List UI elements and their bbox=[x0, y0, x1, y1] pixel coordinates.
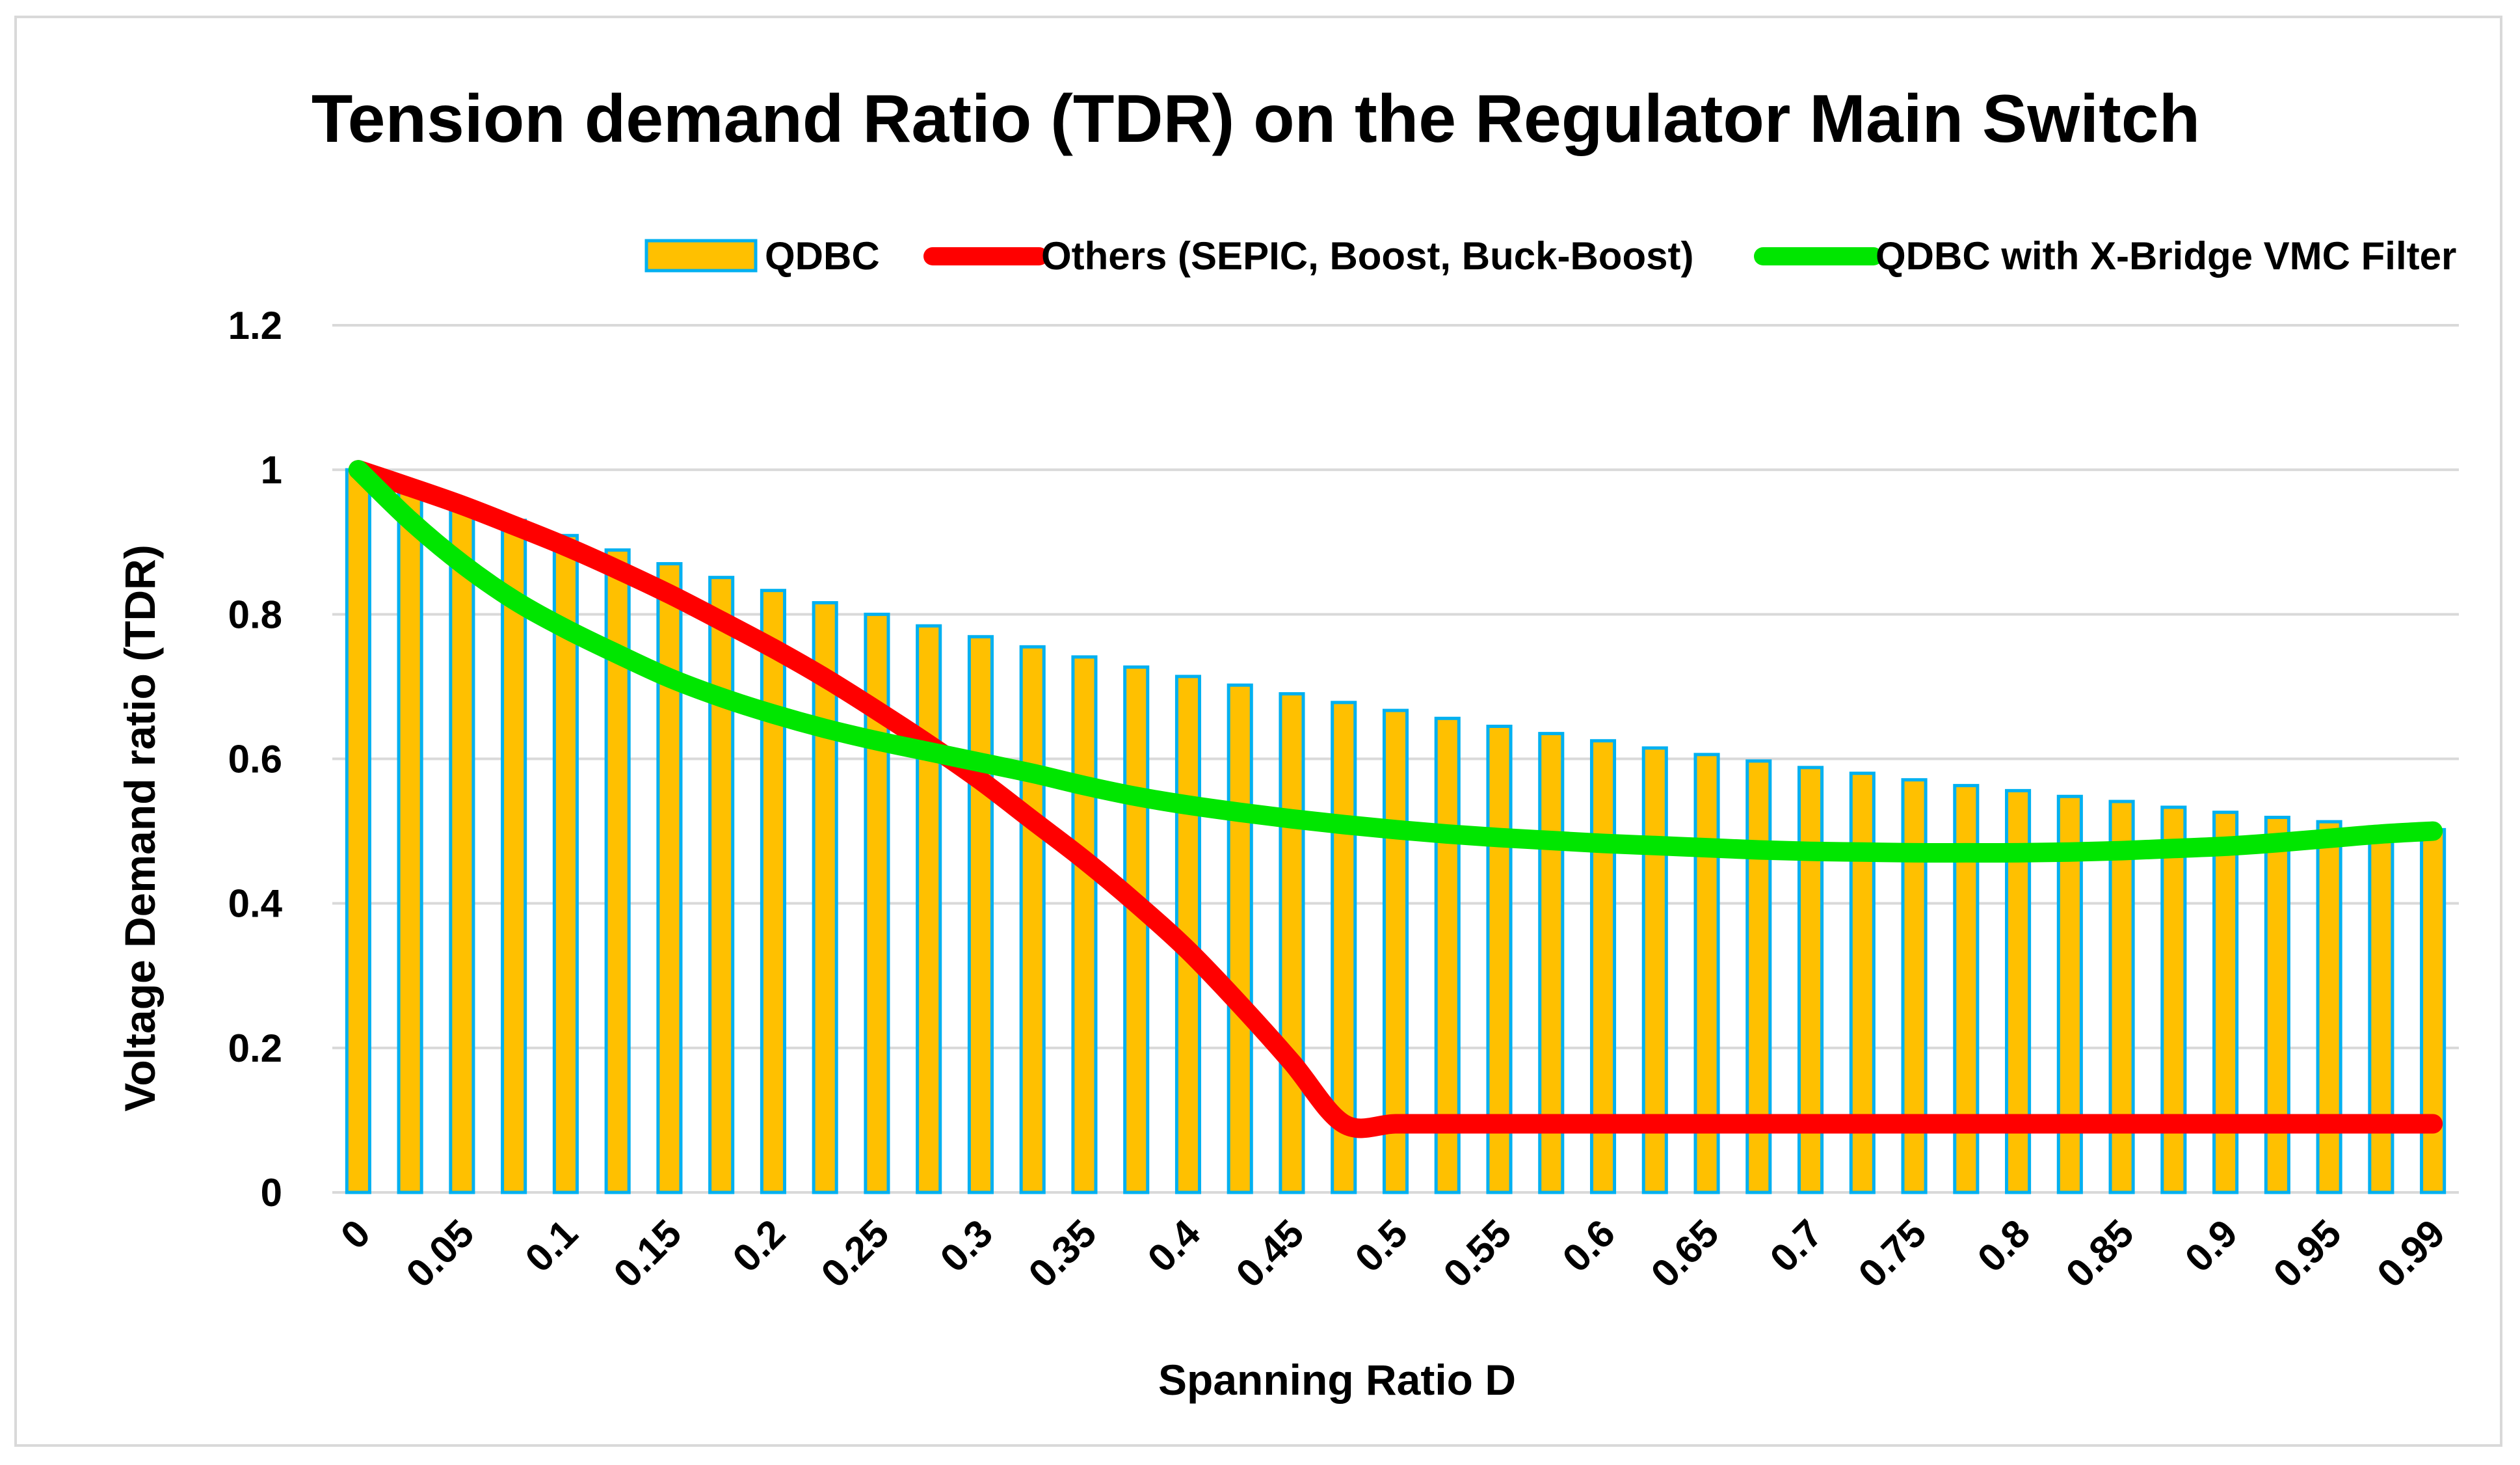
bar-qdbc-14 bbox=[1071, 655, 1098, 1194]
chart-title: Tension demand Ratio (TDR) on the Regula… bbox=[312, 81, 2200, 157]
x-axis-label: Spanning Ratio D bbox=[1158, 1356, 1516, 1404]
x-tick-label: 0.4 bbox=[1139, 1211, 1209, 1280]
y-tick-label: 0.2 bbox=[228, 1027, 282, 1070]
x-tick-label: 0.75 bbox=[1850, 1211, 1935, 1296]
bar-qdbc-15 bbox=[1123, 665, 1150, 1194]
y-tick-label: 1.2 bbox=[228, 304, 282, 347]
bar-qdbc-20 bbox=[1382, 708, 1409, 1194]
x-tick-label: 0.9 bbox=[2177, 1211, 2246, 1280]
bar-qdbc-13 bbox=[1019, 645, 1046, 1194]
x-tick-label: 0.05 bbox=[398, 1211, 483, 1296]
legend-label-others: Others (SEPIC, Boost, Buck-Boost) bbox=[1041, 234, 1693, 278]
x-tick-label: 0.2 bbox=[724, 1211, 793, 1280]
x-tick-label: 0.55 bbox=[1435, 1211, 1520, 1296]
y-tick-label: 1 bbox=[261, 448, 282, 492]
bar-qdbc-40 bbox=[2420, 827, 2447, 1194]
x-tick-label: 0.99 bbox=[2368, 1211, 2453, 1296]
chart-frame: Tension demand Ratio (TDR) on the Regula… bbox=[14, 16, 2502, 1447]
bar-qdbc-9 bbox=[812, 601, 838, 1194]
x-axis-ticks: 0 0.05 0.1 0.15 0.2 0.25 0.3 0.35 0.4 0.45 0.5 0.55… bbox=[332, 1211, 2453, 1295]
chart-canvas: Tension demand Ratio (TDR) on the Regula… bbox=[116, 81, 2459, 1404]
bar-qdbc-37 bbox=[2264, 815, 2290, 1194]
series-lines bbox=[348, 460, 2443, 1138]
bar-qdbc-12 bbox=[967, 635, 994, 1194]
legend-label-qdbc: QDBC bbox=[765, 234, 880, 278]
bar-qdbc-6 bbox=[656, 562, 683, 1194]
bar-qdbc-4 bbox=[552, 533, 579, 1194]
x-tick-label: 0.45 bbox=[1228, 1211, 1312, 1296]
bar-qdbc-21 bbox=[1434, 716, 1461, 1194]
x-tick-label: 0.6 bbox=[1554, 1211, 1623, 1280]
x-tick-label: 0.65 bbox=[1643, 1211, 1727, 1296]
bar-qdbc-39 bbox=[2368, 825, 2394, 1194]
bar-qdbc-2 bbox=[449, 502, 475, 1194]
x-tick-label: 0.95 bbox=[2265, 1211, 2350, 1296]
y-tick-label: 0 bbox=[261, 1171, 282, 1215]
bar-qdbc-1 bbox=[397, 485, 423, 1194]
bar-qdbc-18 bbox=[1279, 692, 1305, 1194]
line-series-1 bbox=[348, 460, 2443, 1138]
y-axis-label: Voltage Demand ratio (TDR) bbox=[116, 544, 164, 1112]
x-tick-label: 0.8 bbox=[1969, 1211, 2038, 1280]
legend: QDBC Others (SEPIC, Boost, Buck-Boost) Q… bbox=[644, 234, 2456, 278]
bar-qdbc-11 bbox=[916, 624, 942, 1194]
x-tick-label: 0.7 bbox=[1762, 1211, 1831, 1280]
x-tick-label: 0.3 bbox=[932, 1211, 1001, 1280]
bar-qdbc-35 bbox=[2160, 805, 2187, 1194]
bar-qdbc-8 bbox=[760, 589, 786, 1194]
y-tick-label: 0.4 bbox=[228, 882, 283, 926]
x-tick-label: 0.15 bbox=[605, 1211, 690, 1296]
x-tick-label: 0.1 bbox=[517, 1211, 586, 1280]
y-tick-label: 0.8 bbox=[228, 593, 282, 636]
bar-qdbc-17 bbox=[1227, 683, 1253, 1194]
x-tick-label: 0 bbox=[332, 1211, 378, 1257]
y-axis-ticks: 0 0.2 0.4 0.6 0.8 1 1.2 bbox=[228, 304, 283, 1215]
x-tick-label: 0.5 bbox=[1347, 1211, 1416, 1280]
y-tick-label: 0.6 bbox=[228, 738, 282, 781]
legend-swatch-qdbc bbox=[644, 239, 758, 273]
line-series-2 bbox=[348, 460, 2443, 863]
bar-qdbc-7 bbox=[708, 576, 735, 1194]
bar-qdbc-0 bbox=[345, 468, 371, 1194]
bar-qdbc-3 bbox=[501, 518, 527, 1194]
bar-qdbc-38 bbox=[2316, 820, 2342, 1194]
x-tick-label: 0.25 bbox=[813, 1211, 897, 1296]
x-tick-label: 0.85 bbox=[2058, 1211, 2142, 1296]
legend-label-xbridge: QDBC with X-Bridge VMC Filter bbox=[1876, 234, 2456, 278]
x-tick-label: 0.35 bbox=[1020, 1211, 1105, 1296]
bar-qdbc-36 bbox=[2212, 811, 2239, 1194]
